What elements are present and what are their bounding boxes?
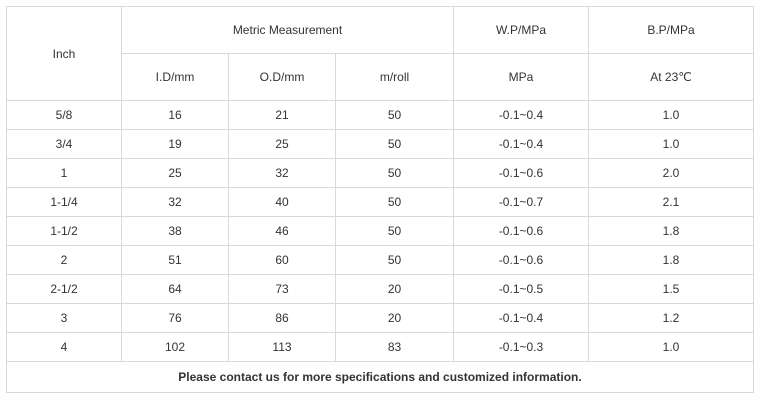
cell-working-pressure: -0.1~0.6 (453, 245, 589, 275)
cell-working-pressure: -0.1~0.3 (453, 332, 589, 362)
cell-meters-per-roll: 50 (335, 129, 454, 159)
cell-inch: 1-1/2 (6, 216, 122, 246)
cell-outer-diameter: 113 (228, 332, 336, 362)
header-metric-measurement: Metric Measurement (121, 6, 454, 54)
cell-outer-diameter: 86 (228, 303, 336, 333)
cell-inch: 2 (6, 245, 122, 275)
cell-meters-per-roll: 50 (335, 158, 454, 188)
spec-table-container: Inch Metric Measurement W.P/MPa B.P/MPa … (6, 6, 754, 393)
cell-burst-pressure: 1.8 (588, 245, 754, 275)
cell-inner-diameter: 102 (121, 332, 229, 362)
header-row-top: Inch Metric Measurement W.P/MPa B.P/MPa (6, 6, 754, 101)
cell-burst-pressure: 2.0 (588, 158, 754, 188)
cell-inch: 1-1/4 (6, 187, 122, 217)
cell-burst-pressure: 1.0 (588, 100, 754, 130)
cell-meters-per-roll: 50 (335, 187, 454, 217)
cell-working-pressure: -0.1~0.6 (453, 158, 589, 188)
table-row: 3 76 86 20 -0.1~0.4 1.2 (6, 303, 754, 333)
cell-burst-pressure: 1.5 (588, 274, 754, 304)
cell-inch: 2-1/2 (6, 274, 122, 304)
cell-inch: 1 (6, 158, 122, 188)
cell-outer-diameter: 21 (228, 100, 336, 130)
footer-note: Please contact us for more specification… (6, 361, 754, 393)
header-inner-diameter: I.D/mm (121, 53, 229, 101)
cell-inner-diameter: 16 (121, 100, 229, 130)
cell-burst-pressure: 2.1 (588, 187, 754, 217)
cell-inch: 3 (6, 303, 122, 333)
cell-burst-pressure: 1.8 (588, 216, 754, 246)
cell-inner-diameter: 25 (121, 158, 229, 188)
table-row: 1-1/2 38 46 50 -0.1~0.6 1.8 (6, 216, 754, 246)
cell-inch: 5/8 (6, 100, 122, 130)
cell-meters-per-roll: 20 (335, 274, 454, 304)
cell-outer-diameter: 40 (228, 187, 336, 217)
cell-meters-per-roll: 50 (335, 216, 454, 246)
header-bp-unit: At 23℃ (588, 53, 754, 101)
cell-working-pressure: -0.1~0.7 (453, 187, 589, 217)
table-row: 2-1/2 64 73 20 -0.1~0.5 1.5 (6, 274, 754, 304)
cell-working-pressure: -0.1~0.4 (453, 303, 589, 333)
cell-inch: 4 (6, 332, 122, 362)
cell-burst-pressure: 1.0 (588, 129, 754, 159)
table-row: 1 25 32 50 -0.1~0.6 2.0 (6, 158, 754, 188)
cell-inner-diameter: 76 (121, 303, 229, 333)
table-row: 5/8 16 21 50 -0.1~0.4 1.0 (6, 100, 754, 130)
cell-burst-pressure: 1.0 (588, 332, 754, 362)
cell-working-pressure: -0.1~0.6 (453, 216, 589, 246)
cell-inner-diameter: 38 (121, 216, 229, 246)
cell-outer-diameter: 46 (228, 216, 336, 246)
footer-row: Please contact us for more specification… (6, 361, 754, 393)
table-row: 4 102 113 83 -0.1~0.3 1.0 (6, 332, 754, 362)
cell-outer-diameter: 73 (228, 274, 336, 304)
header-inch: Inch (6, 6, 122, 101)
header-meters-per-roll: m/roll (335, 53, 454, 101)
cell-inch: 3/4 (6, 129, 122, 159)
specification-table: Inch Metric Measurement W.P/MPa B.P/MPa … (6, 6, 754, 393)
cell-meters-per-roll: 50 (335, 100, 454, 130)
cell-inner-diameter: 32 (121, 187, 229, 217)
header-wp-unit: MPa (453, 53, 589, 101)
header-row-sub: I.D/mm O.D/mm m/roll MPa At 23℃ (7, 53, 754, 101)
cell-inner-diameter: 51 (121, 245, 229, 275)
cell-outer-diameter: 32 (228, 158, 336, 188)
cell-inner-diameter: 64 (121, 274, 229, 304)
cell-outer-diameter: 60 (228, 245, 336, 275)
header-outer-diameter: O.D/mm (228, 53, 336, 101)
table-row: 1-1/4 32 40 50 -0.1~0.7 2.1 (6, 187, 754, 217)
table-row: 3/4 19 25 50 -0.1~0.4 1.0 (6, 129, 754, 159)
header-burst-pressure: B.P/MPa (588, 6, 754, 54)
cell-inner-diameter: 19 (121, 129, 229, 159)
cell-working-pressure: -0.1~0.4 (453, 129, 589, 159)
cell-working-pressure: -0.1~0.4 (453, 100, 589, 130)
cell-outer-diameter: 25 (228, 129, 336, 159)
cell-meters-per-roll: 50 (335, 245, 454, 275)
cell-meters-per-roll: 83 (335, 332, 454, 362)
cell-meters-per-roll: 20 (335, 303, 454, 333)
header-working-pressure: W.P/MPa (453, 6, 589, 54)
cell-working-pressure: -0.1~0.5 (453, 274, 589, 304)
cell-burst-pressure: 1.2 (588, 303, 754, 333)
table-row: 2 51 60 50 -0.1~0.6 1.8 (6, 245, 754, 275)
